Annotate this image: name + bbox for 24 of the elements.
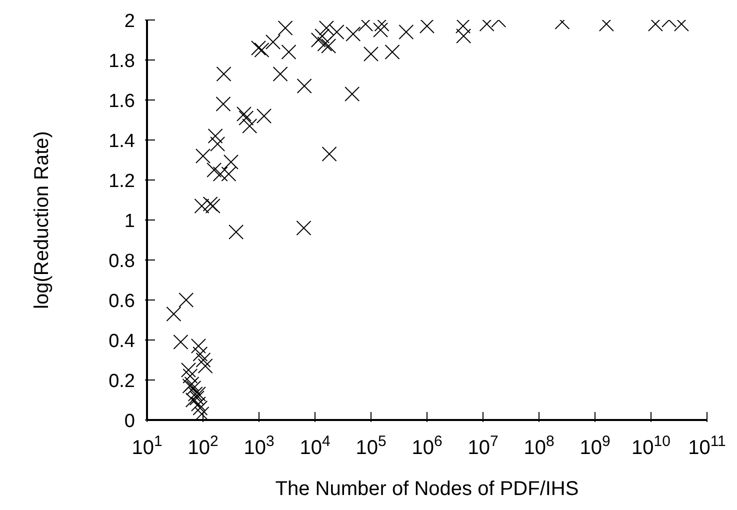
y-tick-label: 2: [124, 11, 135, 32]
x-tick-label: 10$^{6}$: [412, 432, 442, 459]
y-tick-label: 1.6: [108, 91, 135, 112]
x-tick-label: 10$^{3}$: [244, 432, 274, 459]
x-tick-label: 10$^{7}$: [468, 432, 498, 459]
x-tick-label: 10$^{8}$: [524, 432, 554, 459]
y-tick-label: 0.8: [108, 251, 135, 272]
x-tick-label: 10$^{10}$: [632, 432, 670, 459]
y-tick-label: 0.2: [108, 371, 135, 392]
y-tick-label: 1.4: [108, 131, 136, 152]
x-tick-label: 10$^{2}$: [188, 432, 218, 459]
y-tick-label: 0: [124, 411, 135, 432]
x-tick-label: 10$^{1}$: [132, 432, 162, 459]
y-tick-label: 1.2: [108, 171, 135, 192]
x-axis-title: The Number of Nodes of PDF/IHS: [275, 478, 579, 500]
y-tick-label: 1: [124, 211, 135, 232]
y-tick-label: 0.6: [108, 291, 135, 312]
x-tick-label: 10$^{5}$: [356, 432, 386, 459]
y-tick-label: 1.8: [108, 51, 135, 72]
y-tick-label: 0.4: [108, 331, 136, 352]
x-tick-label: 10$^{9}$: [580, 432, 610, 459]
x-tick-label: 10$^{4}$: [300, 432, 330, 459]
x-tick-label: 10$^{11}$: [688, 432, 726, 459]
y-axis-title: log(Reduction Rate): [31, 131, 53, 309]
